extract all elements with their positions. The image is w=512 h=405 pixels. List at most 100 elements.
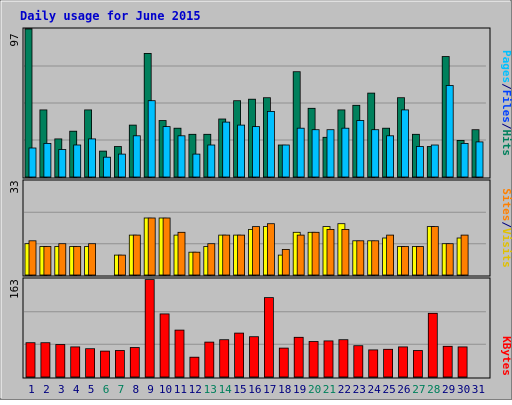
bar-sites-day-15 (237, 234, 246, 276)
bar-hits-day-1 (24, 28, 33, 178)
bar-sites-day-1 (28, 240, 37, 276)
x-tick-label-day-21: 21 (323, 383, 336, 396)
panel-top-ylabel: Pages/Files/Hits (500, 50, 512, 156)
ylabel-hits: Hits (500, 130, 512, 157)
bar-kbytes-day-18 (278, 347, 289, 378)
bar-sites-day-3 (58, 243, 67, 276)
bar-kbytes-day-9 (144, 279, 155, 378)
bar-files-day-16 (252, 126, 260, 178)
bar-kbytes-day-30 (457, 346, 468, 378)
x-tick-label-day-31: 31 (472, 383, 485, 396)
x-tick-label-day-4: 4 (73, 383, 80, 396)
panel-middle-ymax-label: 33 (8, 180, 21, 193)
x-tick-label-day-24: 24 (367, 383, 381, 396)
bar-sites-day-27 (415, 246, 424, 276)
bar-files-day-30 (460, 142, 469, 178)
bar-sites-day-13 (207, 243, 216, 276)
bar-files-day-15 (237, 124, 246, 178)
x-tick-label-day-9: 9 (147, 383, 154, 396)
bar-files-day-27 (415, 146, 424, 178)
bar-sites-day-29 (445, 243, 454, 276)
bar-sites-day-24 (371, 240, 380, 276)
bar-kbytes-day-27 (412, 350, 423, 378)
bar-kbytes-day-25 (383, 348, 394, 378)
bar-files-day-18 (281, 144, 290, 178)
bar-kbytes-day-23 (353, 345, 364, 378)
bar-files-day-25 (386, 135, 395, 178)
bar-files-day-11 (177, 135, 186, 178)
bar-kbytes-day-24 (368, 349, 379, 378)
bar-files-day-7 (118, 153, 126, 178)
bar-kbytes-day-29 (442, 345, 453, 378)
bar-sites-day-16 (252, 226, 260, 276)
bar-kbytes-day-26 (398, 346, 408, 378)
x-tick-label-day-12: 12 (189, 383, 202, 396)
bar-files-day-4 (73, 144, 82, 178)
x-tick-label-day-17: 17 (263, 383, 276, 396)
bar-sites-day-18 (281, 248, 290, 276)
bar-files-day-14 (222, 121, 231, 178)
panel-middle-ylabel: Sites/Visits (500, 188, 512, 268)
bar-kbytes-day-16 (249, 336, 259, 378)
bar-hits-day-19 (292, 71, 301, 178)
ylabel-pages: Pages (500, 50, 512, 83)
x-tick-label-day-13: 13 (204, 383, 217, 396)
ylabel-sep-2: / (500, 123, 512, 130)
bar-files-day-21 (326, 129, 335, 178)
bar-files-day-19 (296, 127, 305, 178)
bar-files-day-23 (356, 120, 365, 178)
x-tick-label-day-16: 16 (248, 383, 261, 396)
bar-sites-day-22 (341, 228, 350, 276)
bar-sites-day-14 (222, 234, 231, 276)
x-tick-label-day-8: 8 (132, 383, 139, 396)
ylabel-sep-1: / (500, 83, 512, 90)
bar-files-day-20 (311, 129, 320, 178)
x-tick-label-day-1: 1 (28, 383, 35, 396)
bar-kbytes-day-28 (427, 312, 438, 378)
bar-sites-day-28 (430, 226, 439, 276)
x-axis-labels: 1 2 3 4 5 6 7 8 9 10 11 12 13 14 15 16 17 18 19 20 21 22 23 24 2… (28, 383, 485, 396)
bar-kbytes-day-22 (338, 339, 349, 378)
bar-files-day-17 (266, 111, 275, 178)
bar-kbytes-day-5 (85, 348, 95, 378)
x-tick-label-day-14: 14 (219, 383, 233, 396)
bar-kbytes-day-13 (204, 341, 215, 378)
bar-sites-day-23 (356, 240, 365, 276)
ylabel-sites: Sites (500, 188, 512, 221)
bar-kbytes-day-20 (308, 341, 319, 378)
bar-files-day-12 (192, 153, 201, 178)
bar-files-day-24 (371, 129, 380, 178)
bar-files-day-22 (341, 127, 350, 178)
x-tick-label-day-2: 2 (43, 383, 50, 396)
panel-top-ymax-label: 97 (8, 33, 21, 46)
bar-sites-day-17 (266, 223, 275, 276)
bar-files-day-2 (43, 142, 52, 178)
x-tick-label-day-22: 22 (338, 383, 351, 396)
x-tick-label-day-28: 28 (427, 383, 440, 396)
bar-kbytes-day-19 (293, 336, 304, 378)
bar-sites-day-7 (118, 254, 126, 276)
bar-kbytes-day-2 (40, 342, 51, 378)
bar-files-day-8 (132, 135, 141, 178)
x-tick-label-day-3: 3 (58, 383, 65, 396)
x-tick-label-day-26: 26 (397, 383, 410, 396)
x-tick-label-day-11: 11 (174, 383, 187, 396)
bar-sites-day-21 (326, 228, 335, 276)
bar-kbytes-day-11 (174, 329, 185, 378)
bar-files-day-10 (162, 126, 171, 178)
panel-bottom-ylabel: KBytes (500, 336, 512, 376)
ylabel-kbytes: KBytes (500, 336, 512, 376)
bar-sites-day-19 (296, 234, 305, 276)
bar-files-day-3 (58, 149, 67, 178)
bar-sites-day-8 (132, 234, 141, 276)
bar-sites-day-26 (401, 246, 409, 276)
bar-kbytes-day-4 (70, 346, 81, 378)
bar-kbytes-day-7 (115, 350, 125, 378)
bars-layer (24, 28, 486, 378)
bar-files-day-29 (445, 85, 454, 178)
x-tick-label-day-7: 7 (118, 383, 125, 396)
bar-sites-day-9 (147, 217, 156, 276)
x-tick-label-day-30: 30 (457, 383, 470, 396)
